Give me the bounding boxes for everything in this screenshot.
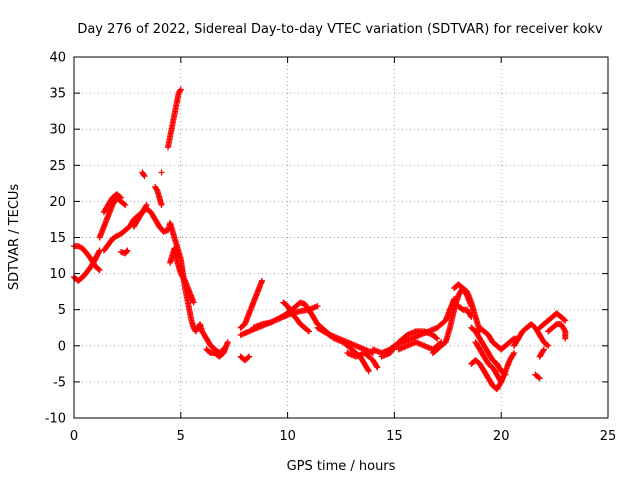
data-point [158,202,165,209]
data-point [544,341,551,348]
data-point [124,247,131,254]
grid-lines [74,57,608,418]
data-point [116,193,123,200]
y-tick-label: 15 [49,231,66,246]
y-tick-label: 30 [49,123,66,138]
y-tick-label: 10 [49,267,66,282]
data-point [468,303,475,310]
x-tick-label: 25 [600,429,617,444]
data-point [305,328,312,335]
x-tick-label: 20 [493,429,510,444]
data-point [561,316,568,323]
data-point [511,350,518,357]
y-tick-label: 20 [49,195,66,210]
x-tick-label: 10 [279,429,296,444]
data-point [245,354,252,361]
y-tick-label: -5 [53,375,66,390]
y-tick-label: 25 [49,159,66,174]
y-tick-labels: -10 -5 0 5 10 15 20 25 30 35 40 [45,51,66,427]
data-point [314,303,321,310]
data-point [365,368,372,375]
y-tick-label: 35 [49,87,66,102]
x-axis-label: GPS time / hours [287,459,396,474]
data-point [365,366,372,373]
data-point [434,335,441,342]
data-point [246,353,253,360]
data-point [121,201,128,208]
data-point [123,248,130,255]
data-point [304,327,311,334]
y-tick-label: 0 [58,339,66,354]
data-point [158,169,165,176]
data-point [373,363,380,370]
x-tick-labels: 0 5 10 15 20 25 [70,429,616,444]
x-tick-label: 5 [177,429,185,444]
data-point [433,334,440,341]
data-point [535,374,542,381]
data-point [96,266,103,273]
data-points [71,86,569,393]
x-tick-label: 15 [386,429,403,444]
data-point [190,299,197,306]
data-point [468,313,475,320]
data-point [95,266,102,273]
data-point [562,335,569,342]
x-tick-label: 0 [70,429,78,444]
y-tick-label: 40 [49,51,66,66]
data-point [258,277,265,284]
data-point [562,317,569,324]
data-point [117,194,124,201]
y-tick-label: -10 [45,412,66,427]
data-point [467,312,474,319]
data-point [536,375,543,382]
axis-ticks [73,56,609,419]
data-point [510,351,517,358]
y-axis-label: SDTVAR / TECUs [7,184,22,291]
data-point [141,173,148,180]
data-point [177,86,184,93]
data-point [140,171,147,178]
chart-title: Day 276 of 2022, Sidereal Day-to-day VTE… [77,22,603,37]
data-point [142,203,149,210]
y-tick-label: 5 [58,303,66,318]
data-point [122,202,129,209]
data-point [545,342,552,349]
data-point [177,87,184,94]
data-point [143,202,150,209]
data-point [540,347,547,354]
data-point [374,364,381,371]
data-point [540,346,547,353]
data-point [224,339,231,346]
